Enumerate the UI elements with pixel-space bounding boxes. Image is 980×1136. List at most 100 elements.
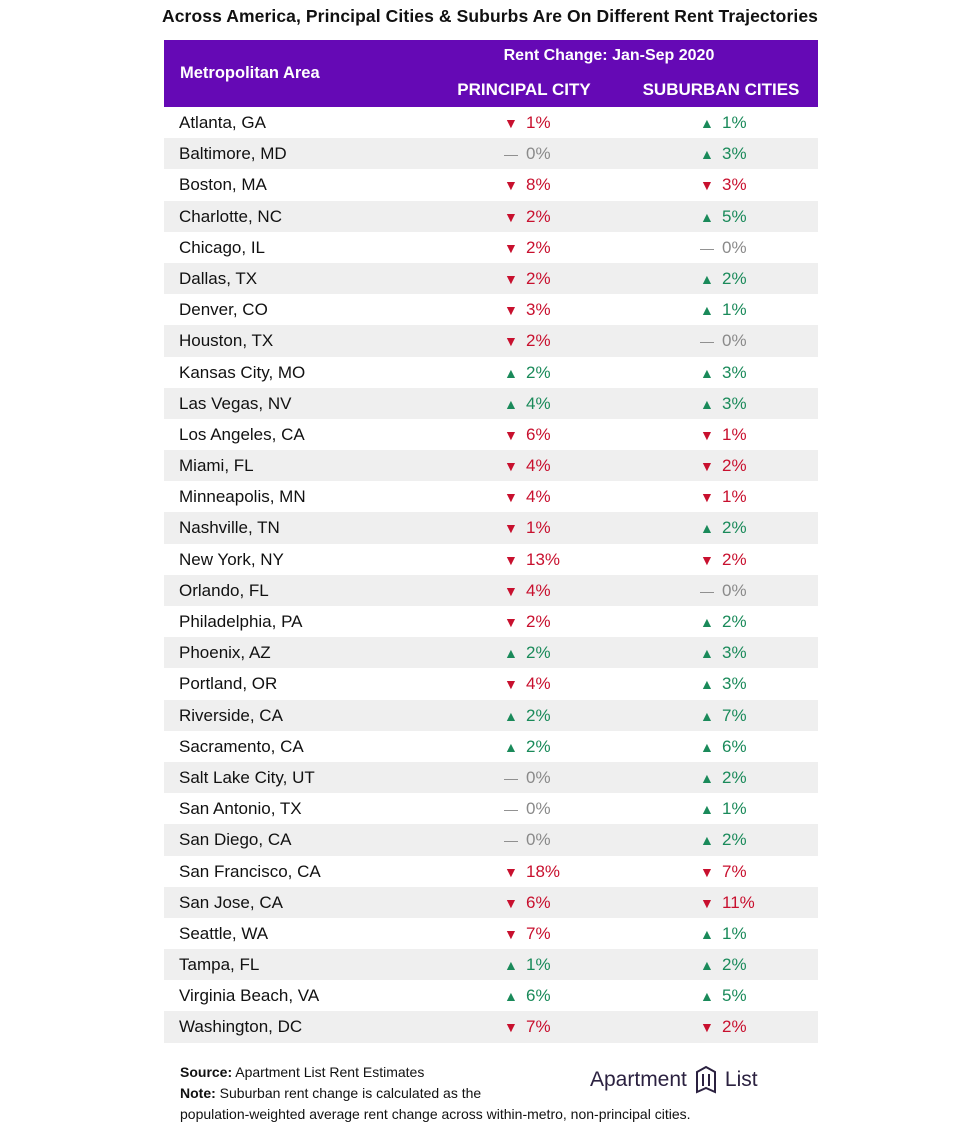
- down-arrow-icon: ▼: [504, 551, 518, 568]
- suburban-cities-change: ▼ 2%: [700, 544, 747, 576]
- principal-city-change: ▼ 2%: [504, 325, 551, 357]
- change-value: 2%: [526, 643, 551, 663]
- change-value: 2%: [722, 268, 747, 288]
- table-row: Nashville, TN ▼ 1% ▲ 2%: [164, 512, 818, 544]
- down-arrow-icon: ▼: [504, 115, 518, 131]
- change-value: 1%: [526, 955, 551, 975]
- header-metro-label: Metropolitan Area: [180, 64, 320, 82]
- suburban-cities-change: ▲ 5%: [700, 201, 747, 233]
- source-label: Source:: [180, 1064, 233, 1080]
- suburban-cities-change: ▲ 3%: [700, 637, 747, 669]
- change-value: 1%: [722, 799, 747, 819]
- table-row: Minneapolis, MN ▼ 4% ▼ 1%: [164, 481, 818, 512]
- metro-name: San Jose, CA: [179, 892, 283, 912]
- change-value: 4%: [526, 674, 551, 694]
- down-arrow-icon: ▼: [504, 426, 518, 443]
- table-row: Baltimore, MD — 0% ▲ 3%: [164, 138, 818, 170]
- down-arrow-icon: ▼: [700, 863, 714, 880]
- table-row: Kansas City, MO ▲ 2% ▲ 3%: [164, 357, 818, 388]
- metro-name: New York, NY: [179, 549, 284, 569]
- rent-change-table: Metropolitan Area Rent Change: Jan-Sep 2…: [164, 40, 818, 1043]
- down-arrow-icon: ▼: [504, 302, 518, 319]
- down-arrow-icon: ▼: [504, 489, 518, 506]
- table-row: Orlando, FL ▼ 4% — 0%: [164, 574, 818, 607]
- table-row: Charlotte, NC ▼ 2% ▲ 5%: [164, 200, 818, 233]
- principal-city-change: ▼ 2%: [504, 201, 551, 233]
- suburban-cities-change: ▲ 2%: [700, 512, 747, 544]
- table-row: Phoenix, AZ ▲ 2% ▲ 3%: [164, 637, 818, 669]
- metro-name: Dallas, TX: [179, 268, 258, 288]
- principal-city-change: ▼ 2%: [504, 263, 551, 295]
- logo-text-left: Apartment: [590, 1068, 687, 1091]
- change-value: 11%: [722, 892, 755, 912]
- principal-city-change: ▲ 2%: [504, 637, 551, 669]
- note-label: Note:: [180, 1085, 216, 1101]
- down-arrow-icon: ▼: [504, 458, 518, 475]
- apartment-list-logo-icon: [695, 1065, 716, 1094]
- dash-icon: —: [700, 582, 714, 599]
- down-arrow-icon: ▼: [504, 676, 518, 693]
- suburban-cities-change: — 0%: [700, 232, 747, 264]
- change-value: 7%: [722, 705, 747, 725]
- change-value: 5%: [722, 986, 747, 1006]
- up-arrow-icon: ▲: [700, 364, 714, 381]
- table-body: Atlanta, GA ▼ 1% ▲ 1% Baltimore, MD —0% ▲ 3% Bost…: [164, 107, 818, 1043]
- table-row: San Diego, CA — 0% ▲ 2%: [164, 824, 818, 856]
- metro-name: Baltimore, MD: [179, 144, 287, 164]
- metro-name: Atlanta, GA: [179, 113, 266, 132]
- table-row: Denver, CO ▼ 3% ▲ 1%: [164, 294, 818, 325]
- change-value: 3%: [722, 362, 747, 382]
- table-row: Dallas, TX ▼ 2% ▲ 2%: [164, 262, 818, 295]
- suburban-cities-change: ▲ 2%: [700, 762, 747, 794]
- change-value: 1%: [526, 113, 551, 132]
- table-row: Riverside, CA ▲ 2% ▲ 7%: [164, 699, 818, 731]
- suburban-cities-change: ▲ 2%: [700, 263, 747, 295]
- change-value: 2%: [526, 268, 551, 288]
- table-row: Philadelphia, PA ▼ 2% ▲ 2%: [164, 606, 818, 637]
- change-value: 5%: [722, 206, 747, 226]
- principal-city-change: ▼ 3%: [504, 294, 551, 326]
- metro-name: Kansas City, MO: [179, 362, 306, 382]
- principal-city-change: ▼ 8%: [504, 169, 551, 201]
- principal-city-change: ▼ 4%: [504, 575, 551, 607]
- down-arrow-icon: ▼: [700, 177, 714, 194]
- change-value: 2%: [722, 612, 747, 631]
- principal-city-change: ▼ 6%: [504, 419, 551, 451]
- principal-city-change: — 0%: [504, 824, 551, 856]
- up-arrow-icon: ▲: [700, 738, 714, 755]
- down-arrow-icon: ▼: [700, 894, 714, 911]
- principal-city-change: ▼ 7%: [504, 918, 551, 950]
- table-row: Tampa, FL ▲ 1% ▲ 2%: [164, 949, 818, 981]
- down-arrow-icon: ▼: [504, 239, 518, 256]
- up-arrow-icon: ▲: [504, 957, 518, 974]
- principal-city-change: ▲ 1%: [504, 949, 551, 981]
- table-row: Houston, TX ▼ 2% — 0%: [164, 325, 818, 357]
- metro-name: Minneapolis, MN: [179, 487, 306, 507]
- suburban-cities-change: ▲ 3%: [700, 357, 747, 389]
- principal-city-change: ▼ 7%: [504, 1011, 551, 1043]
- suburban-cities-change: ▲ 6%: [700, 731, 747, 763]
- principal-city-change: ▼ 4%: [504, 668, 551, 700]
- down-arrow-icon: ▼: [504, 177, 518, 194]
- change-value: 3%: [722, 175, 747, 195]
- table-row: San Francisco, CA ▼ 18% ▼ 7%: [164, 856, 818, 887]
- principal-city-change: — 0%: [504, 762, 551, 794]
- metro-name: Philadelphia, PA: [179, 612, 303, 631]
- change-value: 2%: [526, 237, 551, 257]
- metro-name: Virginia Beach, VA: [179, 986, 320, 1006]
- suburban-cities-change: ▲ 1%: [700, 294, 747, 326]
- table-row: San Jose, CA ▼ 6% ▼ 11%: [164, 886, 818, 918]
- change-value: 2%: [526, 362, 551, 382]
- dash-icon: —: [504, 832, 518, 849]
- table-row: Portland, OR ▼ 4% ▲ 3%: [164, 668, 818, 699]
- change-value: 1%: [722, 424, 747, 444]
- change-value: 1%: [722, 487, 747, 507]
- up-arrow-icon: ▲: [700, 925, 714, 942]
- change-value: 2%: [526, 705, 551, 725]
- up-arrow-icon: ▲: [700, 614, 714, 630]
- source-text: Apartment List Rent Estimates: [235, 1064, 425, 1080]
- suburban-cities-change: ▼ 1%: [700, 481, 747, 513]
- change-value: 13%: [526, 549, 561, 569]
- change-value: 1%: [722, 923, 747, 943]
- down-arrow-icon: ▼: [504, 582, 518, 599]
